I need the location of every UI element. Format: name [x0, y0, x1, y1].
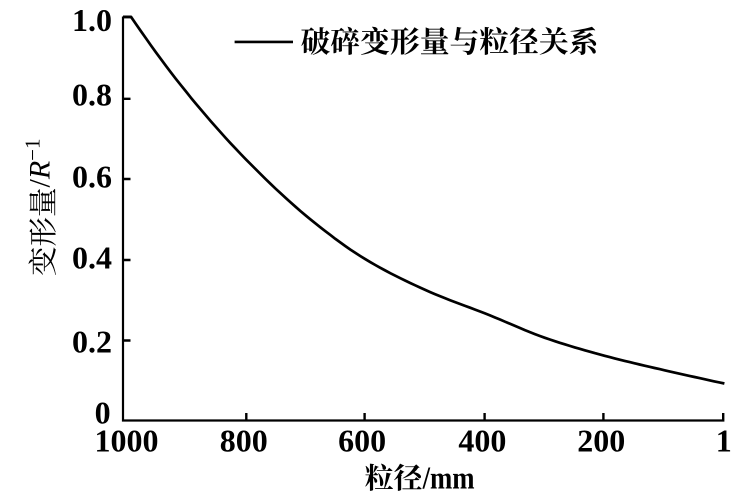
svg-text:0.6: 0.6	[72, 158, 112, 194]
svg-text:200: 200	[577, 423, 625, 459]
svg-text:0.4: 0.4	[72, 239, 112, 275]
svg-text:1000: 1000	[95, 423, 159, 459]
svg-text:0.2: 0.2	[72, 323, 112, 359]
svg-text:/R−1: /R−1	[21, 138, 57, 187]
svg-text:600: 600	[338, 423, 386, 459]
svg-text:1.0: 1.0	[72, 2, 112, 38]
svg-text:1: 1	[716, 423, 732, 459]
svg-text:0.8: 0.8	[72, 77, 112, 113]
svg-text:/mm: /mm	[422, 459, 475, 495]
svg-text:800: 800	[220, 423, 268, 459]
svg-text:0: 0	[95, 394, 111, 430]
svg-text:400: 400	[458, 423, 506, 459]
